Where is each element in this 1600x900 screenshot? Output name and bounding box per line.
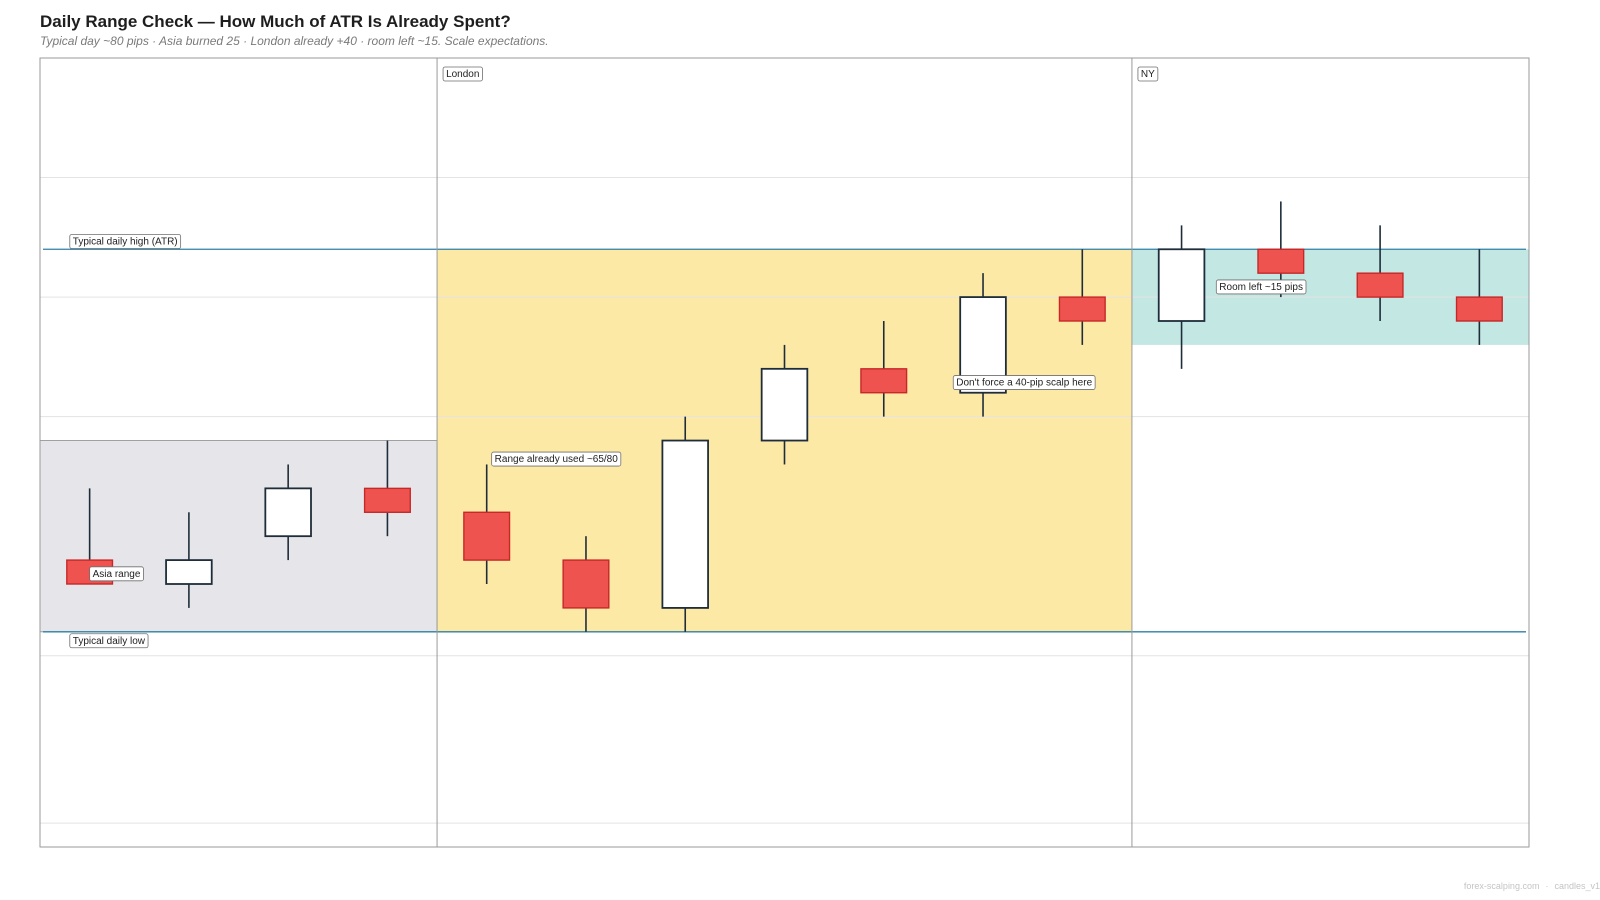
- frame-layer: [39, 57, 1530, 848]
- candles-layer: [66, 201, 1503, 632]
- candle-bear: [1455, 296, 1503, 322]
- annotation-label: Don't force a 40-pip scalp here: [952, 375, 1096, 390]
- annotation-label: Range already used ~65/80: [491, 451, 622, 467]
- annotation-label-box: [69, 234, 182, 249]
- candle-bear: [363, 487, 411, 513]
- annotation-label-box: [69, 633, 149, 649]
- zone-asia-range: [40, 440, 438, 632]
- annotation-label-text: Typical daily high (ATR): [73, 236, 178, 247]
- candle-bull: [165, 559, 213, 585]
- annotation-label-box: [1215, 279, 1307, 295]
- chart-title: Daily Range Check — How Much of ATR Is A…: [40, 12, 511, 31]
- candle-bear: [463, 511, 511, 561]
- annotation-label: Typical daily low: [69, 633, 149, 649]
- labels-layer: London NY Typical daily high (ATR) Typical …: [69, 66, 1307, 649]
- footer: forex-scalping.com · candles_v1: [1464, 881, 1600, 891]
- annotation-label-text: Range already used ~65/80: [495, 454, 619, 465]
- candle-bear: [1257, 248, 1305, 274]
- candle-bear: [1058, 296, 1106, 322]
- candle-bull: [1157, 248, 1206, 322]
- annotation-label-text: Room left ~15 pips: [1219, 282, 1303, 293]
- annotation-label-text: Typical daily low: [73, 636, 146, 647]
- candle-bull: [760, 367, 809, 442]
- chart-subtitle: Typical day ~80 pips · Asia burned 25 · …: [40, 34, 549, 48]
- session-label-london-text: London: [446, 69, 479, 80]
- annotation-label-box: [491, 451, 622, 467]
- session-label-ny-box: [1137, 66, 1159, 82]
- candle-bull: [264, 487, 312, 538]
- footer-separator: ·: [1545, 881, 1549, 891]
- session-label-london: London: [442, 66, 483, 82]
- annotation-label-text: Asia range: [93, 569, 141, 580]
- session-label-london-box: [442, 66, 483, 82]
- candle-bear: [562, 559, 610, 609]
- candle-bull: [661, 439, 709, 609]
- annotation-label-box: [89, 566, 144, 582]
- zones-layer: [39, 249, 1529, 633]
- annotation-label: Typical daily high (ATR): [69, 234, 182, 249]
- footer-tag: candles_v1: [1554, 881, 1600, 891]
- candle-bear: [860, 368, 908, 394]
- session-label-ny-text: NY: [1141, 69, 1155, 80]
- footer-site: forex-scalping.com: [1463, 881, 1540, 891]
- session-label-ny: NY: [1137, 66, 1159, 82]
- annotation-label: Room left ~15 pips: [1215, 279, 1307, 295]
- annotation-label-text: Don't force a 40-pip scalp here: [956, 378, 1092, 389]
- annotation-label: Asia range: [89, 566, 144, 582]
- plot-frame: [39, 57, 1530, 848]
- annotation-label-box: [952, 375, 1096, 390]
- candle-bear: [1356, 272, 1404, 298]
